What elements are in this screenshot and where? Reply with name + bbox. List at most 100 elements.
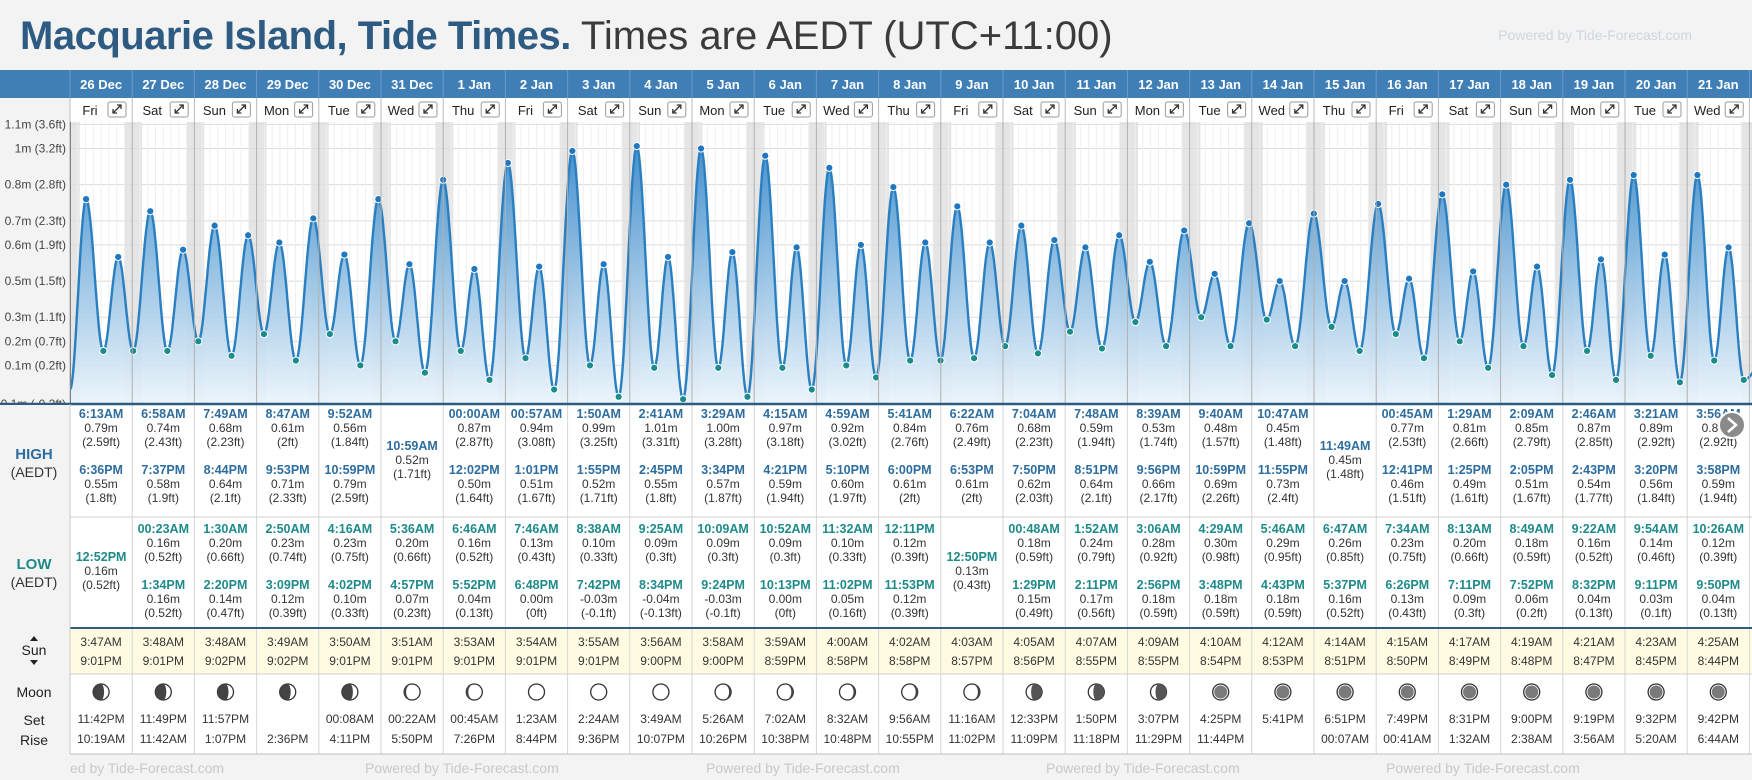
y-tick-label: 0.3m (1.1ft) xyxy=(5,310,66,324)
low-tide-height-m: 0.23m xyxy=(1391,536,1424,550)
low-tide-height-ft: (0.66ft) xyxy=(206,550,244,564)
expand-icon xyxy=(485,104,495,114)
high-tide-height-ft: (1.71ft) xyxy=(580,491,618,505)
low-tide-point xyxy=(842,361,851,370)
weekday-label: Sun xyxy=(638,103,661,118)
low-tide-time: 9:25AM xyxy=(639,522,683,536)
high-tide-height-m: 0.92m xyxy=(831,421,864,435)
high-tide-height-m: 1.00m xyxy=(706,421,739,435)
high-tide-height-m: 0.71m xyxy=(271,477,304,491)
high-tide-time: 00:57AM xyxy=(511,407,562,421)
sunset-time: 8:58PM xyxy=(889,654,930,668)
high-tide-point xyxy=(1275,276,1284,286)
low-tide-height-m: 0.03m xyxy=(1639,592,1672,606)
high-tide-time: 8:39AM xyxy=(1136,407,1180,421)
moon-phase-shadow xyxy=(1649,685,1663,699)
high-tide-time: 1:01PM xyxy=(515,463,559,477)
moonrise-time: 3:56AM xyxy=(1573,732,1614,746)
night-shade xyxy=(70,122,80,404)
high-tide-point xyxy=(921,238,930,247)
low-tide-height-m: 0.20m xyxy=(1453,536,1486,550)
low-tide-height-ft: (0.13ft) xyxy=(1575,606,1613,620)
low-tide-height-m: -0.03m xyxy=(704,592,741,606)
high-tide-point xyxy=(374,195,383,204)
low-tide-point xyxy=(1197,313,1206,322)
low-tide-time: 9:50PM xyxy=(1696,578,1740,592)
high-tide-height-m: 0.61m xyxy=(271,421,304,435)
low-tide-point xyxy=(1065,327,1075,336)
low-tide-time: 8:49AM xyxy=(1509,522,1553,536)
low-tide-height-ft: (0.59ft) xyxy=(1139,606,1177,620)
moonset-time: 9:42PM xyxy=(1698,712,1739,726)
high-tide-time: 12:02PM xyxy=(449,463,500,477)
low-tide-time: 1:34PM xyxy=(141,578,185,592)
low-tide-time: 9:24PM xyxy=(701,578,745,592)
moon-phase-shadow xyxy=(466,684,475,700)
high-tide-point xyxy=(1180,226,1189,235)
low-tide-height-ft: (0.52ft) xyxy=(144,550,182,564)
low-tide-height-ft: (0.59ft) xyxy=(1202,606,1240,620)
moon-phase-shadow xyxy=(909,684,918,700)
low-tide-height-ft: (0.3ft) xyxy=(770,550,801,564)
low-tide-time: 3:09PM xyxy=(266,578,310,592)
low-tide-height-m: 0.13m xyxy=(955,564,988,578)
low-tide-height-ft: (0.33ft) xyxy=(580,550,618,564)
high-tide-point xyxy=(1050,236,1059,245)
low-tide-point xyxy=(485,375,494,384)
high-tide-time: 4:15AM xyxy=(763,407,807,421)
expand-icon xyxy=(236,104,247,114)
high-tide-point xyxy=(178,245,188,254)
weekday-label: Wed xyxy=(1259,103,1286,118)
weekday-label: Mon xyxy=(1570,103,1595,118)
moonset-time: 11:49PM xyxy=(140,712,187,726)
scroll-right-button[interactable] xyxy=(1718,411,1746,439)
low-tide-point xyxy=(1675,378,1685,387)
high-tide-height-m: 0.56m xyxy=(333,421,366,435)
high-tide-height-ft: (1.61ft) xyxy=(1450,491,1488,505)
weekday-label: Mon xyxy=(1135,103,1160,118)
low-tide-point xyxy=(420,368,430,377)
high-tide-point xyxy=(1502,180,1511,189)
low-tide-time: 12:11PM xyxy=(885,522,935,536)
date-label: 21 Jan xyxy=(1698,77,1739,92)
high-tide-height-m: 0.85m xyxy=(1515,421,1548,435)
moon-phase-shadow xyxy=(1463,685,1476,699)
low-tide-point xyxy=(1519,342,1528,351)
low-tide-time: 8:38AM xyxy=(576,522,620,536)
moon-phase-shadow xyxy=(279,684,291,700)
weekday-label: Fri xyxy=(953,103,968,118)
date-header-bar xyxy=(0,70,1752,98)
moonrise-time: 6:44AM xyxy=(1698,732,1739,746)
sunrise-time: 3:56AM xyxy=(640,635,681,649)
sunset-time: 8:48PM xyxy=(1511,654,1552,668)
date-label: 14 Jan xyxy=(1263,77,1304,92)
moonrise-time: 10:48PM xyxy=(823,732,871,746)
moonrise-time: 11:18PM xyxy=(1073,732,1120,746)
date-label: 9 Jan xyxy=(955,77,988,92)
low-tide-time: 12:50PM xyxy=(947,550,998,564)
sunset-time: 9:01PM xyxy=(578,654,619,668)
low-tide-time: 4:43PM xyxy=(1261,578,1305,592)
high-tide-height-ft: (1.77ft) xyxy=(1575,491,1613,505)
high-tide-height-ft: (2.1ft) xyxy=(1081,491,1112,505)
sunrise-time: 3:53AM xyxy=(454,635,495,649)
high-tide-time: 3:21AM xyxy=(1634,407,1678,421)
high-tide-point xyxy=(599,260,608,269)
high-tide-point xyxy=(1565,175,1575,184)
date-label: 18 Jan xyxy=(1511,77,1552,92)
low-tide-point xyxy=(1391,330,1400,339)
high-tide-height-ft: (2.23ft) xyxy=(206,435,244,449)
high-row-label: HIGH xyxy=(15,446,53,463)
low-tide-point xyxy=(291,356,300,365)
low-tide-height-m: 0.04m xyxy=(1702,592,1735,606)
footer-watermark-text: ed by Tide-Forecast.com xyxy=(70,760,225,776)
high-tide-height-ft: (2.66ft) xyxy=(1450,435,1488,449)
high-tide-height-m: 0.50m xyxy=(458,477,491,491)
low-tide-point xyxy=(969,354,979,363)
high-tide-point xyxy=(1081,243,1090,252)
high-tide-point xyxy=(825,163,834,172)
high-tide-height-ft: (1.71ft) xyxy=(393,467,431,481)
high-tide-point xyxy=(1660,250,1669,259)
low-tide-time: 7:42PM xyxy=(577,578,621,592)
weekday-label: Sun xyxy=(203,103,226,118)
